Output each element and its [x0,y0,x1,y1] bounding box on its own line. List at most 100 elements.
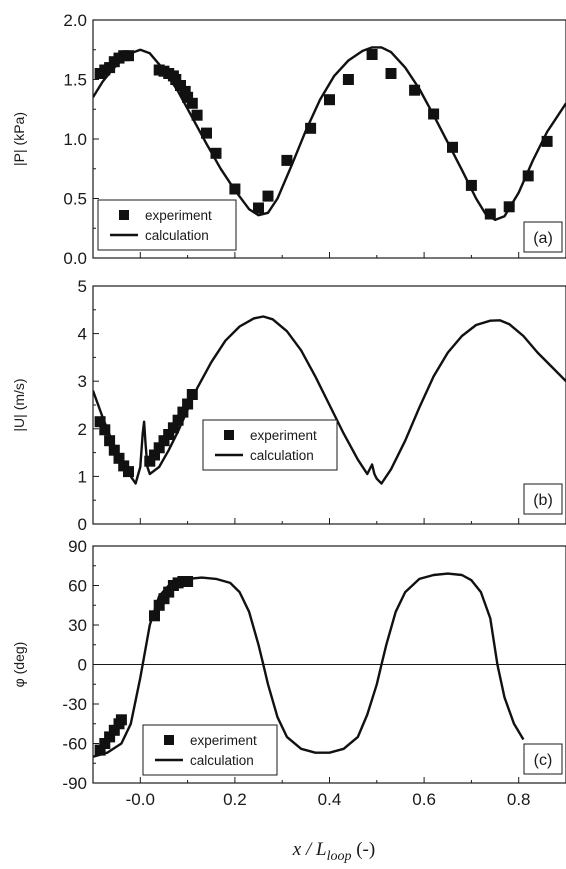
legend: experiment calculation [142,724,278,776]
experiment-point [163,429,175,440]
x-axis-label-suffix: (-) [351,839,375,860]
y-tick-label: 2 [78,420,87,439]
experiment-point [158,435,170,447]
legend-label: experiment [145,208,212,223]
legend: experiment calculation [97,199,237,251]
plot-area [93,46,566,222]
y-tick-label: 0.5 [63,190,87,209]
y-axis-label: |U| (m/s) [11,378,27,431]
y-axis-label: φ (deg) [11,642,27,688]
legend-label: calculation [145,228,209,243]
experiment-point [108,444,120,456]
legend-box [202,419,338,471]
experiment-point [409,84,421,96]
experiment-point [177,406,189,418]
legend-label: experiment [190,733,257,748]
experiment-point [149,449,160,461]
panel-c: -90 -60 -30 0 30 60 90 -0.0 0.2 0.4 0.6 0.8 φ (deg) e… [11,537,566,809]
experiment-point [99,424,111,436]
experiment-point [153,442,165,454]
experiment-point [385,68,397,79]
calculation-line [93,315,566,485]
legend: experiment calculation [202,419,338,471]
y-tick-label: 4 [78,325,87,344]
y-tick-label: 3 [78,372,87,391]
experiment-point [94,416,106,428]
experiment-point [163,586,175,598]
experiment-point [153,599,165,611]
experiment-point [428,108,440,120]
experiment-point [144,455,156,467]
x-tick-label: 0.6 [412,790,436,809]
x-axis-label-main: x / L [292,839,327,860]
legend-label: experiment [250,428,317,443]
y-axis-label: |P| (kPa) [11,112,27,166]
y-tick-label: 0 [78,515,87,534]
x-axis-label: x / Lloop (-) [292,839,375,864]
experiment-point [305,122,317,134]
experiment-point [522,170,534,182]
experiment-point [104,731,116,743]
y-tick-label: 5 [78,277,87,296]
experiment-point [182,398,194,410]
calculation-line [93,46,566,222]
experiment-point [99,738,111,749]
panel-tag: (c) [534,752,553,769]
experiment-point [262,190,274,202]
experiment-point [172,414,184,426]
panel-tag: (a) [533,230,553,247]
legend-label: calculation [250,448,314,463]
experiment-point [324,94,335,106]
experiment-point [484,208,496,220]
experiment-point [179,85,191,97]
x-tick-label: -0.0 [126,790,155,809]
x-tick-label: 0.2 [223,790,247,809]
experiment-point [182,576,194,587]
experiment-point [118,460,130,472]
experiment-point [115,714,127,726]
legend-marker [224,430,234,440]
experiment-point [186,389,198,400]
panel-a: 0.0 0.5 1.0 1.5 2.0 |P| (kPa) experiment calcul… [11,11,566,268]
legend-box [97,199,237,251]
experiment-point [104,62,116,74]
legend-marker [119,210,129,220]
plot-area [93,572,525,758]
panel-b: 0 1 2 3 4 5 |U| (m/s) experiment calculation (b) [11,277,566,534]
experiment-point [113,452,125,464]
plot-area [93,315,566,485]
experiment-point [253,202,264,214]
experiment-point [104,435,116,447]
experiment-point [342,74,354,85]
y-tick-label: 60 [68,577,87,596]
experiment-point [210,147,222,159]
legend-box [142,724,278,776]
y-tick-label: 1.0 [63,130,87,149]
x-axis-label-sub: loop [327,849,352,864]
experiment-point [123,50,134,62]
panel-tag-box [523,221,563,253]
experiment-point [123,466,134,478]
experiment-point [186,97,198,109]
experiment-point [281,154,293,166]
y-tick-label: 2.0 [63,11,87,30]
experiment-point [175,80,186,91]
panel-tag-box [523,743,563,775]
x-tick-label: 0.8 [507,790,531,809]
experiment-point [447,141,458,153]
x-tick-label: 0.4 [318,790,342,809]
legend-label: calculation [190,753,254,768]
y-tick-label: -90 [62,774,87,793]
experiment-point [229,183,241,195]
experiment-point [167,422,179,434]
y-tick-label: 1.5 [63,71,87,90]
experiment-point [149,610,160,622]
experiment-point [170,74,182,85]
y-tick-label: 0 [78,656,87,675]
experiment-point [108,724,120,736]
panel-tag-box [523,483,563,515]
y-tick-label: -30 [62,695,87,714]
experiment-point [366,49,378,60]
y-tick-label: -60 [62,735,87,754]
